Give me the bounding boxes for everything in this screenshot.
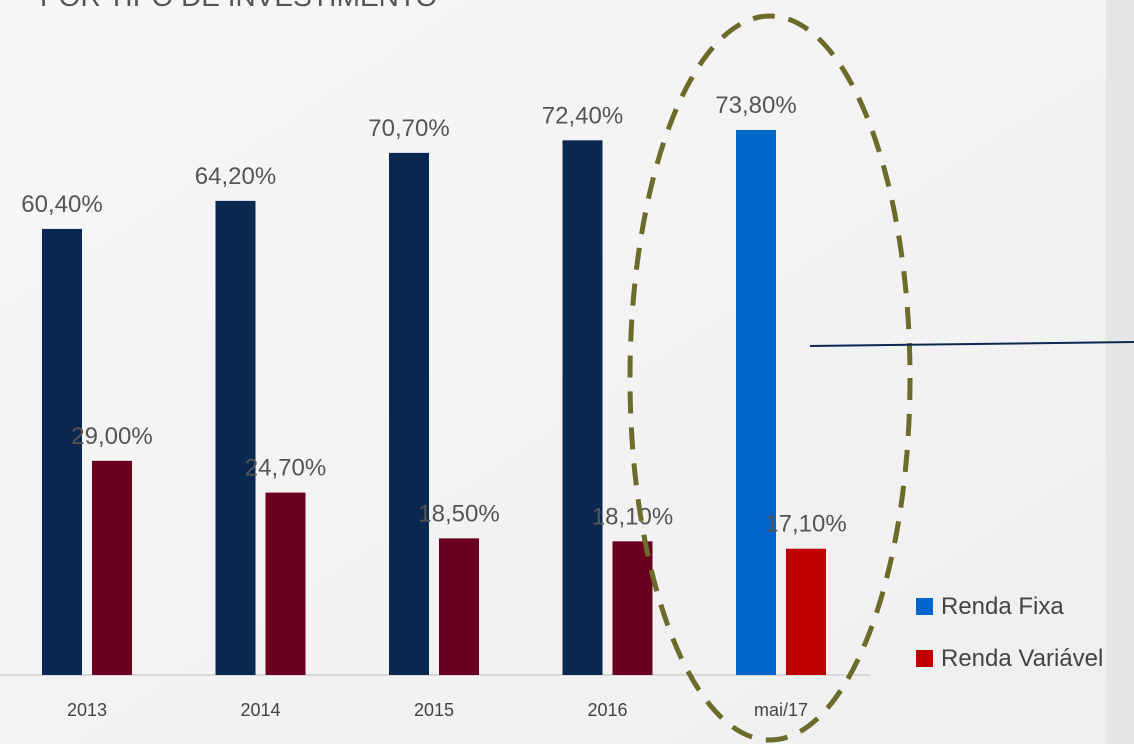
legend-label: Renda Fixa	[941, 593, 1064, 620]
value-label: 60,40%	[21, 191, 102, 218]
x-tick-label: 2015	[414, 700, 454, 720]
bar	[215, 200, 256, 675]
bar	[42, 228, 82, 676]
side-strip	[1106, 0, 1134, 744]
chart-title: POR TIPO DE INVESTIMENTO	[40, 0, 437, 12]
highlight-ellipse	[627, 13, 913, 743]
bar	[439, 538, 479, 675]
legend-swatch	[916, 650, 933, 667]
bar	[92, 460, 132, 675]
x-tick-label: 2016	[587, 700, 627, 720]
value-label: 24,70%	[245, 455, 326, 482]
bar	[612, 541, 653, 675]
x-tick-label: mai/17	[754, 700, 808, 720]
legend-label: Renda Variável	[941, 645, 1103, 672]
bar	[265, 492, 306, 675]
value-label: 17,10%	[765, 511, 846, 538]
plot: 2013 60,40% 29,00% 2014 64,20% 24,70% 2015 70,7…	[21, 92, 846, 720]
legend-swatch	[916, 598, 933, 615]
value-label: 18,50%	[418, 500, 499, 527]
value-label: 64,20%	[195, 163, 276, 190]
value-label: 18,10%	[592, 503, 673, 530]
x-tick-label: 2014	[240, 700, 280, 720]
value-label: 29,00%	[71, 423, 152, 450]
x-tick-label: 2013	[67, 700, 107, 720]
bar	[562, 140, 603, 676]
value-label: 73,80%	[715, 92, 796, 119]
value-label: 70,70%	[368, 115, 449, 142]
bar	[389, 152, 429, 675]
bar	[736, 129, 776, 675]
bar	[786, 548, 826, 675]
callout-line	[809, 341, 1134, 347]
value-label: 72,40%	[542, 102, 623, 129]
